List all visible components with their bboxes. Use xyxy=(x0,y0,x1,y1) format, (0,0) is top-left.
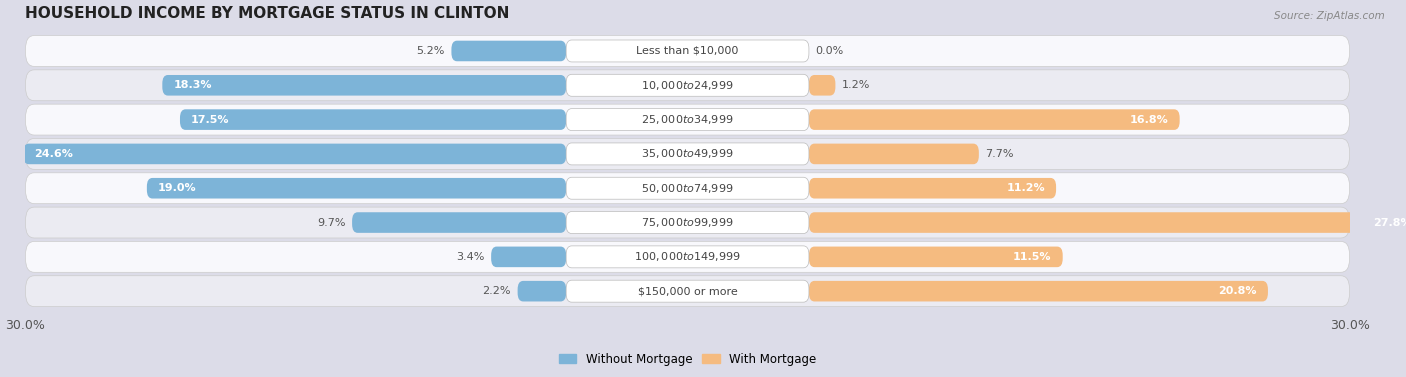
FancyBboxPatch shape xyxy=(451,41,567,61)
Text: $25,000 to $34,999: $25,000 to $34,999 xyxy=(641,113,734,126)
FancyBboxPatch shape xyxy=(567,280,808,302)
Text: $100,000 to $149,999: $100,000 to $149,999 xyxy=(634,250,741,264)
FancyBboxPatch shape xyxy=(567,74,808,96)
FancyBboxPatch shape xyxy=(567,109,808,130)
FancyBboxPatch shape xyxy=(25,35,1350,66)
FancyBboxPatch shape xyxy=(808,109,1180,130)
FancyBboxPatch shape xyxy=(352,212,567,233)
Text: $50,000 to $74,999: $50,000 to $74,999 xyxy=(641,182,734,195)
FancyBboxPatch shape xyxy=(25,276,1350,307)
Text: Less than $10,000: Less than $10,000 xyxy=(637,46,738,56)
Text: 18.3%: 18.3% xyxy=(173,80,212,90)
Text: 19.0%: 19.0% xyxy=(157,183,197,193)
Text: 2.2%: 2.2% xyxy=(482,286,510,296)
Text: 1.2%: 1.2% xyxy=(842,80,870,90)
Text: 17.5%: 17.5% xyxy=(191,115,229,125)
FancyBboxPatch shape xyxy=(25,104,1350,135)
Legend: Without Mortgage, With Mortgage: Without Mortgage, With Mortgage xyxy=(554,348,821,370)
FancyBboxPatch shape xyxy=(808,75,835,96)
Text: 9.7%: 9.7% xyxy=(316,218,346,228)
Text: $75,000 to $99,999: $75,000 to $99,999 xyxy=(641,216,734,229)
Text: 5.2%: 5.2% xyxy=(416,46,444,56)
FancyBboxPatch shape xyxy=(180,109,567,130)
Text: 0.0%: 0.0% xyxy=(815,46,844,56)
Text: 11.5%: 11.5% xyxy=(1014,252,1052,262)
FancyBboxPatch shape xyxy=(491,247,567,267)
FancyBboxPatch shape xyxy=(25,138,1350,169)
Text: 3.4%: 3.4% xyxy=(456,252,485,262)
Text: 24.6%: 24.6% xyxy=(34,149,73,159)
Text: 20.8%: 20.8% xyxy=(1219,286,1257,296)
FancyBboxPatch shape xyxy=(567,211,808,233)
Text: HOUSEHOLD INCOME BY MORTGAGE STATUS IN CLINTON: HOUSEHOLD INCOME BY MORTGAGE STATUS IN C… xyxy=(25,6,510,21)
FancyBboxPatch shape xyxy=(567,246,808,268)
Text: 11.2%: 11.2% xyxy=(1007,183,1045,193)
FancyBboxPatch shape xyxy=(146,178,567,199)
FancyBboxPatch shape xyxy=(25,70,1350,101)
FancyBboxPatch shape xyxy=(808,178,1056,199)
Text: $35,000 to $49,999: $35,000 to $49,999 xyxy=(641,147,734,161)
FancyBboxPatch shape xyxy=(808,281,1268,302)
FancyBboxPatch shape xyxy=(808,144,979,164)
FancyBboxPatch shape xyxy=(162,75,567,96)
Text: $150,000 or more: $150,000 or more xyxy=(638,286,737,296)
Text: 27.8%: 27.8% xyxy=(1372,218,1406,228)
Text: 7.7%: 7.7% xyxy=(986,149,1014,159)
FancyBboxPatch shape xyxy=(24,144,567,164)
Text: Source: ZipAtlas.com: Source: ZipAtlas.com xyxy=(1274,11,1385,21)
FancyBboxPatch shape xyxy=(25,241,1350,272)
FancyBboxPatch shape xyxy=(25,207,1350,238)
FancyBboxPatch shape xyxy=(517,281,567,302)
FancyBboxPatch shape xyxy=(25,173,1350,204)
FancyBboxPatch shape xyxy=(567,40,808,62)
FancyBboxPatch shape xyxy=(567,177,808,199)
Text: 16.8%: 16.8% xyxy=(1130,115,1168,125)
Text: $10,000 to $24,999: $10,000 to $24,999 xyxy=(641,79,734,92)
FancyBboxPatch shape xyxy=(808,247,1063,267)
FancyBboxPatch shape xyxy=(567,143,808,165)
FancyBboxPatch shape xyxy=(808,212,1406,233)
